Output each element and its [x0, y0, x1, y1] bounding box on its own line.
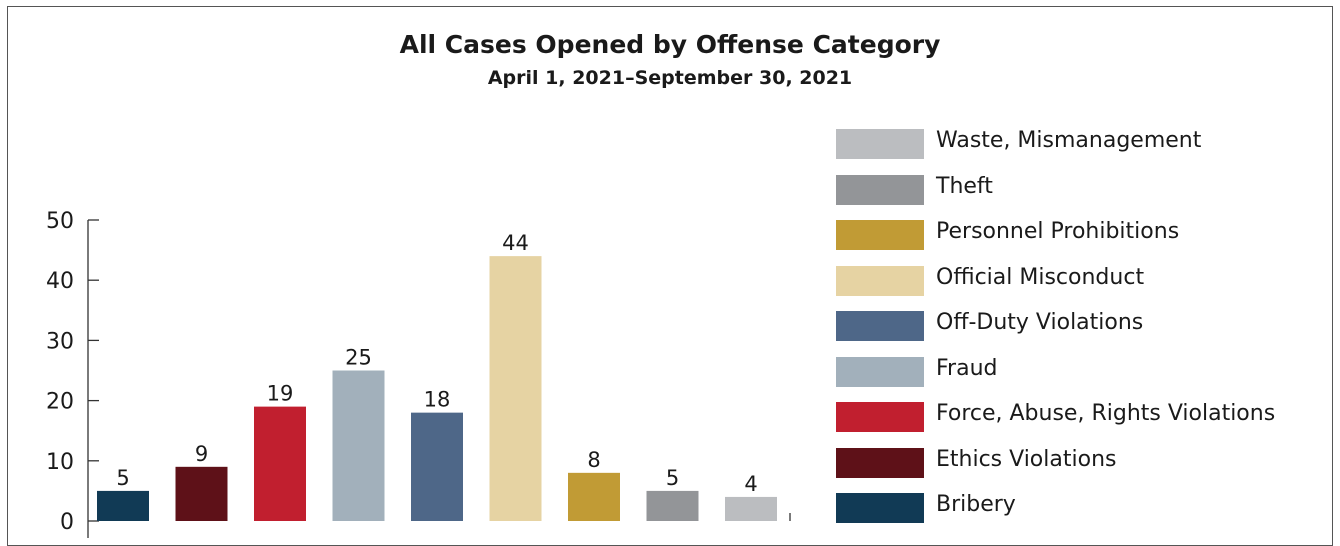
bar — [175, 466, 228, 521]
bar — [725, 496, 777, 521]
legend-swatch — [836, 311, 924, 341]
chart-frame — [7, 6, 1333, 546]
y-tick-label: 20 — [46, 390, 74, 415]
legend-label: Theft — [936, 173, 993, 199]
legend-swatch — [836, 402, 924, 432]
legend-label: Force, Abuse, Rights Violations — [936, 401, 1276, 426]
y-tick-label: 0 — [60, 510, 74, 535]
legend-swatch — [836, 447, 924, 478]
legend-label: Waste, Mismanagement — [936, 128, 1202, 153]
legend-label: Off-Duty Violations — [936, 310, 1144, 335]
bar — [254, 406, 306, 521]
legend-swatch — [836, 220, 924, 250]
y-tick-label: 30 — [46, 329, 74, 354]
chart-title: All Cases Opened by Offense Category — [399, 30, 941, 59]
legend-label: Bribery — [936, 492, 1016, 517]
legend-label: Personnel Prohibitions — [936, 219, 1180, 244]
bar — [411, 412, 463, 521]
bar-value-label: 8 — [587, 448, 600, 472]
bar-value-label: 4 — [744, 472, 757, 496]
bar — [332, 370, 385, 521]
bar-value-label: 9 — [195, 442, 208, 466]
y-tick-label: 50 — [46, 209, 74, 234]
bar-value-label: 25 — [345, 346, 372, 370]
bar-value-label: 5 — [116, 466, 129, 490]
bar-value-label: 5 — [666, 466, 679, 490]
legend-label: Ethics Violations — [936, 446, 1117, 472]
legend-swatch — [836, 493, 924, 523]
legend-swatch — [836, 129, 924, 159]
legend-label: Official Misconduct — [936, 264, 1145, 290]
bar — [97, 490, 149, 521]
bar-value-label: 44 — [502, 231, 529, 255]
bar-value-label: 19 — [267, 382, 294, 406]
legend-swatch — [836, 356, 924, 387]
y-tick-label: 40 — [46, 269, 74, 294]
legend-swatch — [836, 265, 924, 296]
legend-swatch — [836, 174, 924, 205]
bar — [568, 472, 620, 521]
legend-label: Fraud — [936, 355, 998, 381]
y-tick-label: 10 — [46, 450, 74, 475]
chart-subtitle: April 1, 2021–September 30, 2021 — [487, 67, 853, 89]
bar-value-label: 18 — [424, 388, 451, 412]
bar — [489, 256, 542, 521]
bar — [646, 490, 699, 521]
